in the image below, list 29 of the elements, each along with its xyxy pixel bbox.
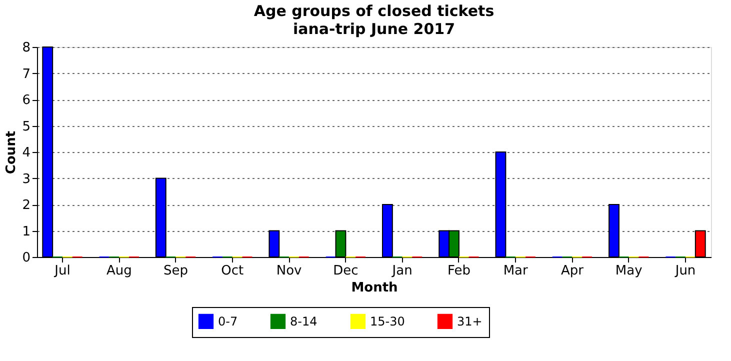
x-tick-label: Feb xyxy=(447,264,470,278)
legend-label: 8-14 xyxy=(290,314,318,328)
y-tick-label: 4 xyxy=(22,146,30,160)
y-tick-label: 7 xyxy=(22,66,30,82)
legend-label: 15-30 xyxy=(370,314,405,328)
x-tick-label: May xyxy=(615,264,643,278)
x-tick-label: Oct xyxy=(221,264,244,278)
legend-label: 0-7 xyxy=(218,314,238,328)
y-tick-label: 6 xyxy=(22,93,30,108)
y-tick-label: 8 xyxy=(22,40,30,56)
x-tick-label: Jul xyxy=(54,264,70,278)
y-tick-label: 0 xyxy=(22,250,30,266)
x-tick-label: Nov xyxy=(276,264,302,278)
x-tick-label: Jan xyxy=(391,264,412,278)
y-tick-label: 1 xyxy=(22,224,30,240)
chart-subtitle: iana-trip June 2017 xyxy=(292,20,456,38)
x-axis-title: Month xyxy=(351,280,398,296)
x-tick-label: Apr xyxy=(560,264,584,278)
x-tick-label: Jun xyxy=(674,264,696,278)
x-tick-label: Dec xyxy=(333,264,358,278)
legend-label: 31+ xyxy=(457,314,482,328)
y-tick-label: 5 xyxy=(22,119,30,134)
y-tick-label: 3 xyxy=(22,172,30,187)
y-axis-title: Count xyxy=(4,130,20,174)
y-tick-label: 2 xyxy=(22,198,30,213)
x-tick-label: Sep xyxy=(164,264,188,278)
x-tick-label: Mar xyxy=(503,264,529,278)
chart-title: Age groups of closed tickets xyxy=(254,2,494,20)
x-tick-label: Aug xyxy=(106,264,132,278)
